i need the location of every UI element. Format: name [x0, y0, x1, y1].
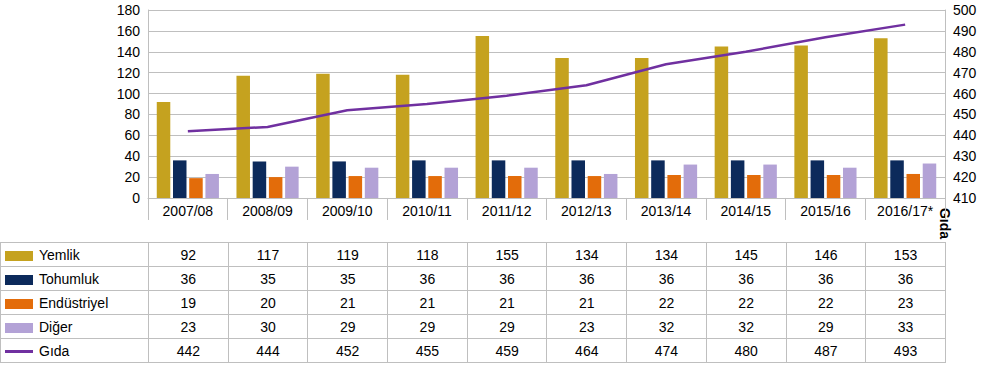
html-text:36: 36 [738, 270, 754, 287]
html-text:23: 23 [180, 318, 197, 335]
html-text:464: 464 [575, 342, 599, 359]
html-text:153: 153 [893, 246, 918, 263]
html-text:22: 22 [818, 294, 834, 311]
html-text:Tohumluk: Tohumluk [39, 270, 99, 287]
html-text:20: 20 [260, 294, 276, 311]
html-text:117: 117 [256, 246, 280, 263]
svg-text:500: 500 [953, 2, 977, 18]
svg-text:0: 0 [132, 190, 140, 206]
html-text:21: 21 [579, 294, 595, 311]
html-text:29: 29 [499, 318, 515, 335]
svg-text:420: 420 [953, 169, 977, 185]
html-text:21: 21 [499, 294, 515, 311]
svg-text:430: 430 [953, 148, 977, 164]
html-text:19: 19 [180, 294, 197, 311]
svg-text:2014/15: 2014/15 [720, 203, 771, 219]
html-text:21: 21 [339, 294, 356, 311]
svg-text:120: 120 [117, 65, 141, 81]
svg-text:140: 140 [117, 44, 141, 60]
html-text:119: 119 [336, 246, 359, 263]
html-text:36: 36 [818, 270, 834, 287]
html-text:155: 155 [495, 246, 519, 263]
html-text:29: 29 [818, 318, 834, 335]
html-text:30: 30 [260, 318, 276, 335]
svg-text:2009/10: 2009/10 [322, 203, 373, 219]
svg-text:460: 460 [953, 86, 977, 102]
html-text:23: 23 [579, 318, 595, 335]
html-text:32: 32 [738, 318, 754, 335]
html-text:Diğer: Diğer [39, 318, 73, 335]
html-text:21: 21 [419, 294, 436, 311]
html-text:36: 36 [499, 270, 515, 287]
svg-text:60: 60 [124, 127, 140, 143]
html-text:29: 29 [419, 318, 436, 335]
svg-text:2012/13: 2012/13 [561, 203, 612, 219]
html-text:22: 22 [658, 294, 675, 311]
svg-text:2011/12: 2011/12 [482, 203, 532, 219]
svg-text:2010/11: 2010/11 [402, 203, 452, 219]
html-text:134: 134 [654, 246, 679, 263]
svg-text:180: 180 [117, 2, 141, 18]
html-text:444: 444 [256, 342, 280, 359]
svg-text:480: 480 [953, 44, 977, 60]
html-text:Endüstriyel: Endüstriyel [39, 294, 109, 311]
html-text:455: 455 [415, 342, 440, 359]
svg-text:440: 440 [953, 127, 977, 143]
svg-text:470: 470 [953, 65, 977, 81]
svg-text:40: 40 [124, 148, 140, 164]
html-text:487: 487 [814, 342, 838, 359]
html-text:32: 32 [658, 318, 675, 335]
html-text:36: 36 [419, 270, 436, 287]
html-text:Gıda: Gıda [39, 342, 70, 359]
svg-text:2007/08: 2007/08 [163, 203, 214, 219]
svg-text:160: 160 [117, 23, 141, 39]
html-text:442: 442 [176, 342, 200, 359]
html-text:146: 146 [814, 246, 838, 263]
html-text:493: 493 [893, 342, 918, 359]
html-text:29: 29 [339, 318, 356, 335]
html-text:35: 35 [260, 270, 276, 287]
html-text:474: 474 [654, 342, 679, 359]
svg-text:2015/16: 2015/16 [800, 203, 851, 219]
svg-text:20: 20 [124, 169, 140, 185]
html-text:92: 92 [180, 246, 197, 263]
svg-text:80: 80 [124, 106, 140, 122]
html-text:35: 35 [339, 270, 356, 287]
html-text:459: 459 [495, 342, 519, 359]
html-text:36: 36 [579, 270, 595, 287]
html-text:36: 36 [897, 270, 914, 287]
html-text:33: 33 [897, 318, 914, 335]
html-text:452: 452 [336, 342, 360, 359]
svg-text:100: 100 [117, 86, 141, 102]
html-text:118: 118 [416, 246, 439, 263]
html-text:22: 22 [738, 294, 754, 311]
svg-text:410: 410 [953, 190, 977, 206]
svg-text:2008/09: 2008/09 [242, 203, 293, 219]
svg-text:2016/17*: 2016/17* [877, 203, 934, 219]
html-text:Yemlik: Yemlik [39, 246, 80, 263]
svg-text:450: 450 [953, 106, 977, 122]
html-text:36: 36 [180, 270, 197, 287]
html-text:134: 134 [575, 246, 599, 263]
html-text:145: 145 [734, 246, 758, 263]
html-text:23: 23 [897, 294, 914, 311]
svg-text:490: 490 [953, 23, 977, 39]
svg-text:Gıda: Gıda [937, 207, 953, 239]
html-text:480: 480 [734, 342, 758, 359]
svg-text:2013/14: 2013/14 [641, 203, 692, 219]
html-text:36: 36 [658, 270, 675, 287]
